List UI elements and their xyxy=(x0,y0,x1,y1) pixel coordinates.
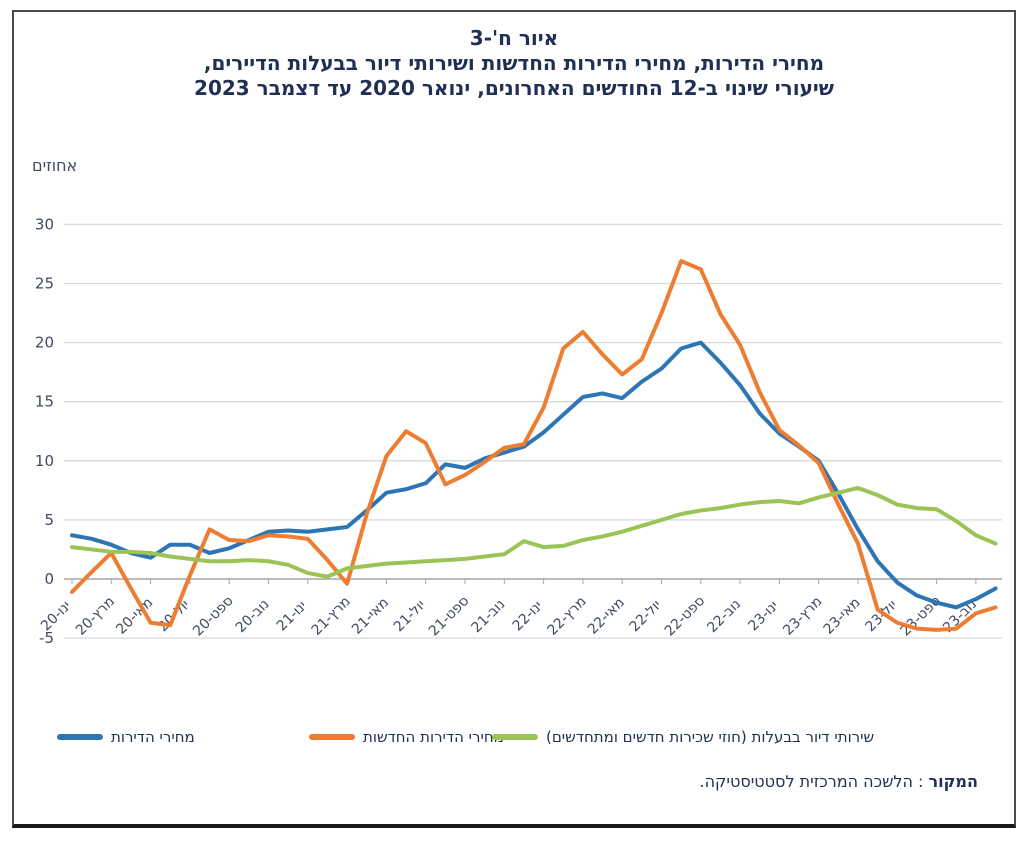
source-note: המקור : הלשכה המרכזית לסטטיסטיקה. xyxy=(700,772,979,791)
series-line-1 xyxy=(70,259,998,632)
x-axis-tick-label: 20-ספט xyxy=(190,593,237,640)
chart-title-line-2: שיעורי שינוי ב-12 החודשים האחרונים, ינוא… xyxy=(194,76,834,100)
x-axis-tick-label: 22-ספט xyxy=(662,593,709,640)
chart-title-block: איור ח'-3 מחירי הדירות, מחירי הדירות החד… xyxy=(14,26,1014,101)
x-axis-tick-label: 21-מאי xyxy=(349,595,392,638)
x-axis-tick-label: 21-יול xyxy=(391,597,429,635)
x-axis-tick-label: 22-יול xyxy=(627,597,665,635)
x-axis-tick-label: 22-מרץ xyxy=(544,594,589,639)
legend-label-dwelling-prices: מחירי הדירות xyxy=(111,728,195,746)
y-axis-tick-label: 10 xyxy=(35,452,54,470)
line-chart: 302520151050-520-ינו20-מרץ20-מאי20-יול20… xyxy=(35,215,1002,647)
x-axis-tick-label: 22-נוב xyxy=(704,596,744,636)
y-axis-tick-label: 30 xyxy=(35,215,54,233)
y-axis-tick-label: 0 xyxy=(44,570,54,588)
legend-label-housing-services: שירותי דיור בבעלות (חוזי שכירות חדשים ומ… xyxy=(546,728,875,746)
x-axis-tick-label: 23-יול xyxy=(862,597,900,635)
source-label: המקור xyxy=(928,772,978,791)
housing-services-line-swatch xyxy=(492,734,538,740)
x-axis-tick-label: 21-ספט xyxy=(426,593,473,640)
dwelling-prices-line-swatch xyxy=(57,734,103,740)
x-axis-tick-label: 21-ינו xyxy=(274,598,310,634)
new-dwelling-prices-line-swatch xyxy=(309,734,355,740)
x-axis-tick-label: 22-מאי xyxy=(585,595,628,638)
x-axis-tick-label: 20-נוב xyxy=(233,596,273,636)
y-axis-tick-label: 5 xyxy=(44,511,54,529)
x-axis-tick-label: 20-מרץ xyxy=(73,594,118,639)
figure-frame: איור ח'-3 מחירי הדירות, מחירי הדירות החד… xyxy=(12,10,1016,828)
x-axis-tick-label: 23-מאי xyxy=(821,595,864,638)
figure-number: איור ח'-3 xyxy=(469,26,559,50)
chart-title-line-1: מחירי הדירות, מחירי הדירות החדשות ושירות… xyxy=(203,51,825,75)
series-line-0 xyxy=(70,340,998,610)
y-axis-units-label: אחוזים xyxy=(32,156,78,175)
x-axis-tick-label: 20-ינו xyxy=(38,598,74,634)
series-line-2 xyxy=(70,485,998,579)
y-axis-tick-label: 15 xyxy=(35,393,54,411)
source-text: : הלשכה המרכזית לסטטיסטיקה. xyxy=(699,772,929,791)
legend-item-dwelling-prices: מחירי הדירות xyxy=(57,727,195,747)
x-axis-tick-label: 21-נוב xyxy=(469,596,509,636)
x-axis-tick-label: 21-מרץ xyxy=(309,594,354,639)
legend-label-new-dwelling-prices: מחירי הדירות החדשות xyxy=(363,728,504,746)
x-axis-tick-label: 23-ינו xyxy=(745,598,781,634)
legend-item-new-dwelling-prices: מחירי הדירות החדשות xyxy=(309,727,504,747)
x-axis-tick-label: 22-ינו xyxy=(510,598,546,634)
legend-item-owner-occupied-housing-services: שירותי דיור בבעלות (חוזי שכירות חדשים ומ… xyxy=(492,727,874,747)
x-axis-tick-label: 23-מרץ xyxy=(780,594,825,639)
y-axis-tick-label: -5 xyxy=(39,629,54,647)
y-axis-tick-label: 20 xyxy=(35,334,54,352)
x-axis-tick-label: 20-מאי xyxy=(113,595,156,638)
y-axis-tick-label: 25 xyxy=(35,275,54,293)
x-axis-tick-label: 23-ספט xyxy=(898,593,945,640)
